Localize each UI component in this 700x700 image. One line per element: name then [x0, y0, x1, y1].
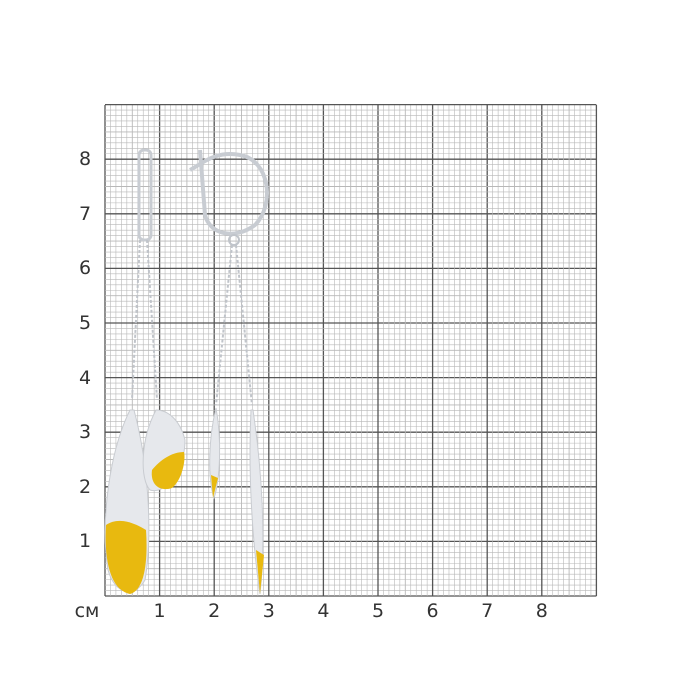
x-tick-label: 3 [262, 600, 275, 622]
x-tick-label: 7 [481, 600, 494, 622]
y-tick-label: 4 [78, 366, 92, 389]
y-tick-label: 7 [78, 202, 92, 225]
y-tick-label: 1 [78, 530, 92, 553]
y-tick-label: 6 [78, 257, 92, 280]
y-tick-label: 5 [78, 312, 92, 334]
earring-right [189, 149, 269, 595]
y-tick-label: 3 [78, 421, 92, 444]
x-tick-label: 4 [317, 600, 330, 622]
x-tick-label: 8 [535, 600, 548, 622]
y-tick-label: 8 [78, 148, 92, 171]
x-tick-label: 5 [371, 600, 385, 622]
earring-left [104, 148, 186, 594]
y-tick-label: 2 [78, 475, 92, 498]
x-tick-label: 6 [426, 600, 439, 622]
x-tick-label: 2 [208, 600, 221, 622]
unit-label: см [74, 600, 100, 622]
x-tick-label: 1 [153, 600, 166, 622]
